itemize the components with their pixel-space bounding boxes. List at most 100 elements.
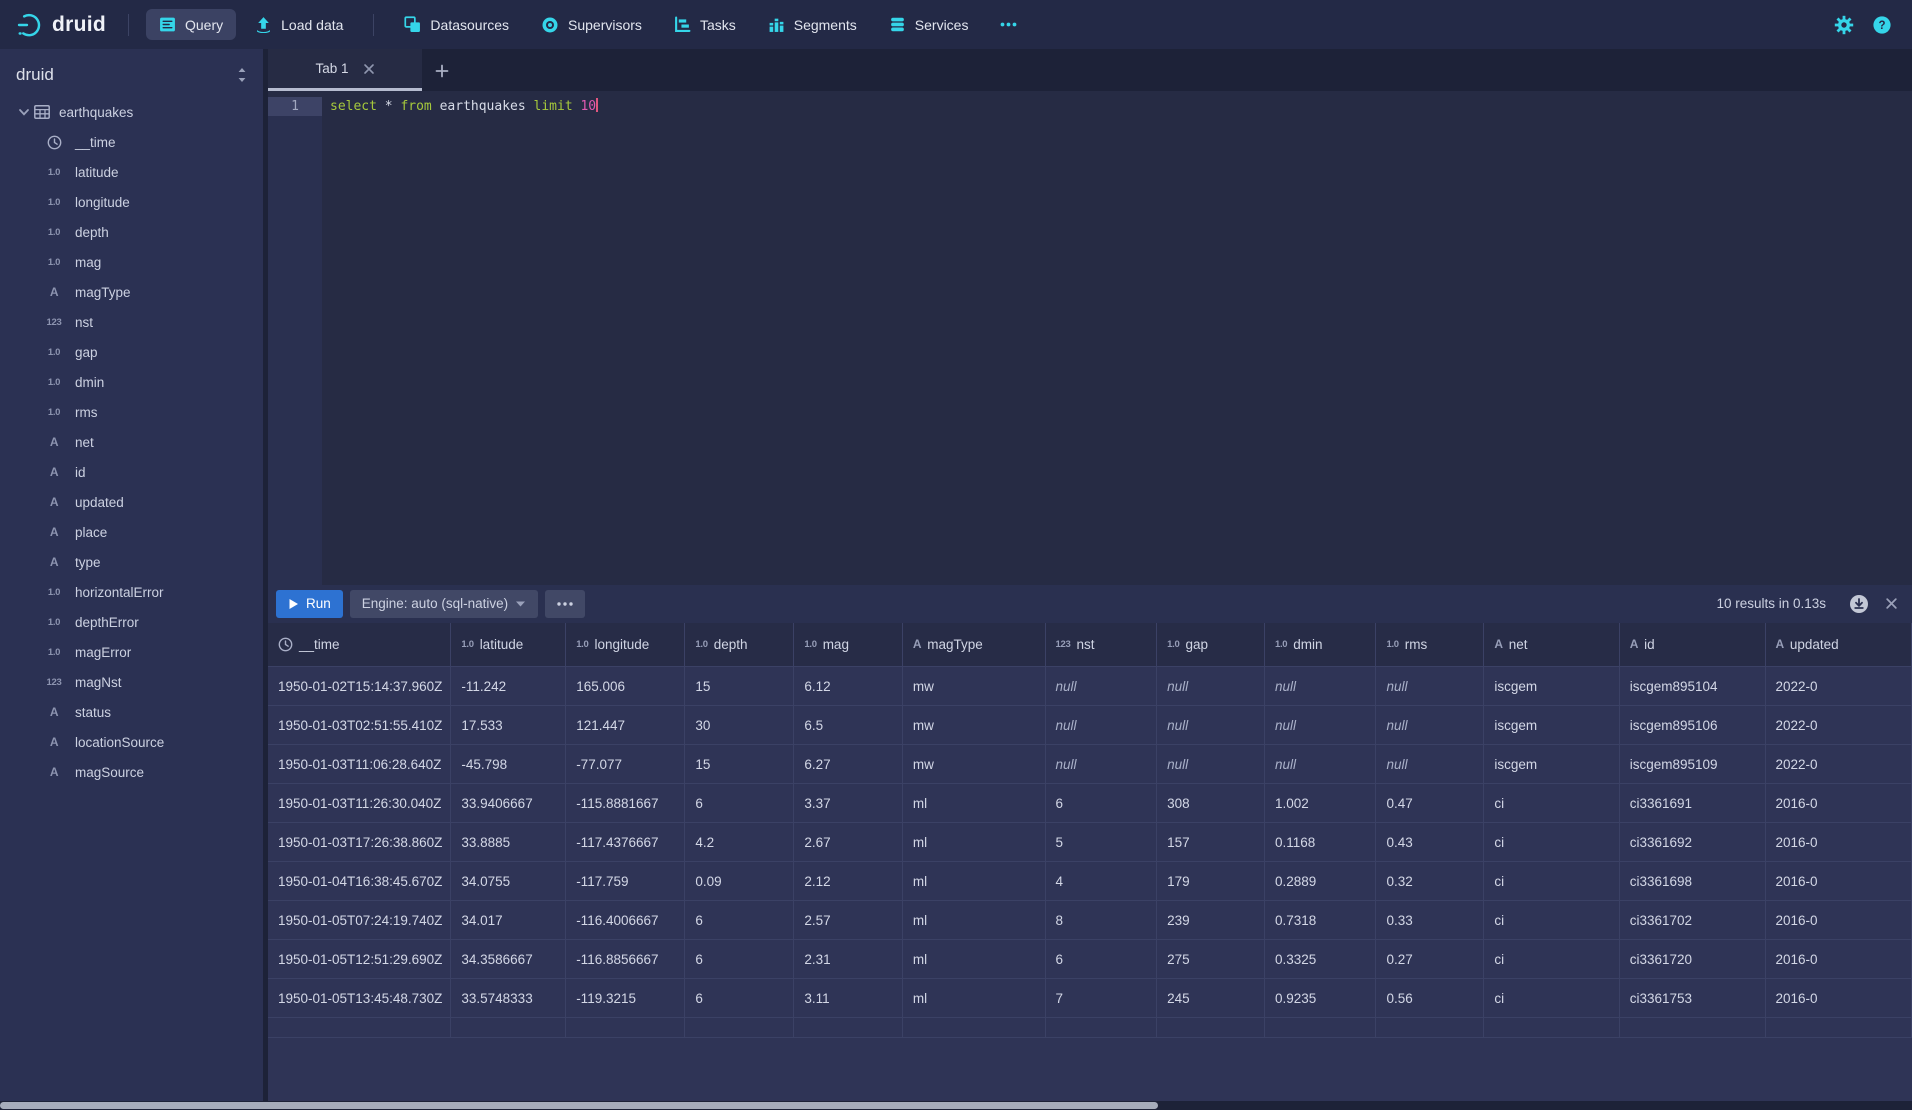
column-item-mag[interactable]: 1.0mag: [0, 247, 263, 277]
cell[interactable]: iscgem895106: [1619, 706, 1765, 745]
cell[interactable]: ci: [1484, 901, 1619, 940]
column-header-depth[interactable]: 1.0depth: [685, 623, 794, 667]
cell[interactable]: 0.09: [685, 862, 794, 901]
cell[interactable]: -117.759: [566, 862, 685, 901]
column-item-id[interactable]: Aid: [0, 457, 263, 487]
cell[interactable]: null: [1376, 706, 1484, 745]
cell[interactable]: [566, 1018, 685, 1038]
column-item-magerror[interactable]: 1.0magError: [0, 637, 263, 667]
cell[interactable]: 4: [1045, 862, 1157, 901]
cell[interactable]: 0.32: [1376, 862, 1484, 901]
column-item-magtype[interactable]: AmagType: [0, 277, 263, 307]
cell[interactable]: [268, 1018, 451, 1038]
column-item-locationsource[interactable]: AlocationSource: [0, 727, 263, 757]
add-tab-button[interactable]: [422, 51, 462, 91]
cell[interactable]: 6: [685, 901, 794, 940]
cell[interactable]: 1950-01-05T07:24:19.740Z: [268, 901, 451, 940]
cell[interactable]: null: [1264, 667, 1376, 706]
cell[interactable]: null: [1157, 667, 1265, 706]
cell[interactable]: 1950-01-05T13:45:48.730Z: [268, 979, 451, 1018]
query-more-button[interactable]: [545, 590, 585, 618]
cell[interactable]: ci: [1484, 979, 1619, 1018]
cell[interactable]: ci3361692: [1619, 823, 1765, 862]
cell[interactable]: ml: [902, 823, 1045, 862]
cell[interactable]: mw: [902, 745, 1045, 784]
cell[interactable]: 1950-01-05T12:51:29.690Z: [268, 940, 451, 979]
cell[interactable]: 6.27: [794, 745, 903, 784]
column-header-longitude[interactable]: 1.0longitude: [566, 623, 685, 667]
cell[interactable]: [1376, 1018, 1484, 1038]
cell[interactable]: 1950-01-03T17:26:38.860Z: [268, 823, 451, 862]
run-button[interactable]: Run: [276, 590, 343, 618]
cell[interactable]: 2016-0: [1765, 979, 1912, 1018]
cell[interactable]: ci3361698: [1619, 862, 1765, 901]
cell[interactable]: 0.33: [1376, 901, 1484, 940]
cell[interactable]: -117.4376667: [566, 823, 685, 862]
cell[interactable]: null: [1376, 667, 1484, 706]
cell[interactable]: 8: [1045, 901, 1157, 940]
column-item-type[interactable]: Atype: [0, 547, 263, 577]
cell[interactable]: ci: [1484, 784, 1619, 823]
column-item-deptherror[interactable]: 1.0depthError: [0, 607, 263, 637]
column-item-latitude[interactable]: 1.0latitude: [0, 157, 263, 187]
cell[interactable]: 15: [685, 667, 794, 706]
nav-item-more[interactable]: [987, 15, 1030, 34]
column-header-nst[interactable]: 123nst: [1045, 623, 1157, 667]
column-item-nst[interactable]: 123nst: [0, 307, 263, 337]
cell[interactable]: -77.077: [566, 745, 685, 784]
cell[interactable]: 2.12: [794, 862, 903, 901]
cell[interactable]: 2022-0: [1765, 706, 1912, 745]
cell[interactable]: 34.3586667: [451, 940, 566, 979]
column-header-net[interactable]: Anet: [1484, 623, 1619, 667]
cell[interactable]: 4.2: [685, 823, 794, 862]
cell[interactable]: ci3361753: [1619, 979, 1765, 1018]
cell[interactable]: iscgem: [1484, 745, 1619, 784]
cell[interactable]: 5: [1045, 823, 1157, 862]
column-item-horizontalerror[interactable]: 1.0horizontalError: [0, 577, 263, 607]
cell[interactable]: 1.002: [1264, 784, 1376, 823]
cell[interactable]: 2016-0: [1765, 784, 1912, 823]
cell[interactable]: null: [1376, 745, 1484, 784]
cell[interactable]: ci3361720: [1619, 940, 1765, 979]
column-item-depth[interactable]: 1.0depth: [0, 217, 263, 247]
cell[interactable]: 0.43: [1376, 823, 1484, 862]
cell[interactable]: 1950-01-02T15:14:37.960Z: [268, 667, 451, 706]
cell[interactable]: [902, 1018, 1045, 1038]
cell[interactable]: 0.27: [1376, 940, 1484, 979]
cell[interactable]: ml: [902, 862, 1045, 901]
cell[interactable]: 0.2889: [1264, 862, 1376, 901]
column-header-gap[interactable]: 1.0gap: [1157, 623, 1265, 667]
cell[interactable]: [685, 1018, 794, 1038]
cell[interactable]: [1045, 1018, 1157, 1038]
column-header--time[interactable]: __time: [268, 623, 451, 667]
column-header-id[interactable]: Aid: [1619, 623, 1765, 667]
sort-icon[interactable]: [235, 67, 249, 83]
cell[interactable]: 33.9406667: [451, 784, 566, 823]
cell[interactable]: ci: [1484, 823, 1619, 862]
cell[interactable]: 0.1168: [1264, 823, 1376, 862]
cell[interactable]: 7: [1045, 979, 1157, 1018]
column-header-latitude[interactable]: 1.0latitude: [451, 623, 566, 667]
cell[interactable]: 2.67: [794, 823, 903, 862]
cell[interactable]: 157: [1157, 823, 1265, 862]
cell[interactable]: 6: [1045, 784, 1157, 823]
cell[interactable]: 0.9235: [1264, 979, 1376, 1018]
cell[interactable]: 33.8885: [451, 823, 566, 862]
cell[interactable]: iscgem: [1484, 667, 1619, 706]
cell[interactable]: 2.57: [794, 901, 903, 940]
nav-item-supervisors[interactable]: Supervisors: [528, 9, 655, 41]
cell[interactable]: -116.4006667: [566, 901, 685, 940]
cell[interactable]: 3.11: [794, 979, 903, 1018]
cell[interactable]: iscgem895109: [1619, 745, 1765, 784]
cell[interactable]: 275: [1157, 940, 1265, 979]
engine-select[interactable]: Engine: auto (sql-native): [350, 590, 538, 618]
cell[interactable]: 165.006: [566, 667, 685, 706]
cell[interactable]: -45.798: [451, 745, 566, 784]
cell[interactable]: 0.7318: [1264, 901, 1376, 940]
cell[interactable]: 17.533: [451, 706, 566, 745]
cell[interactable]: 2016-0: [1765, 901, 1912, 940]
help-icon[interactable]: ?: [1872, 15, 1892, 35]
cell[interactable]: ci3361691: [1619, 784, 1765, 823]
column-item-magnst[interactable]: 123magNst: [0, 667, 263, 697]
nav-item-query[interactable]: Query: [146, 9, 236, 40]
